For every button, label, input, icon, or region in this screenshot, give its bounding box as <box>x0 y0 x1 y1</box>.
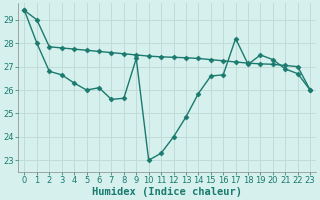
X-axis label: Humidex (Indice chaleur): Humidex (Indice chaleur) <box>92 186 242 197</box>
